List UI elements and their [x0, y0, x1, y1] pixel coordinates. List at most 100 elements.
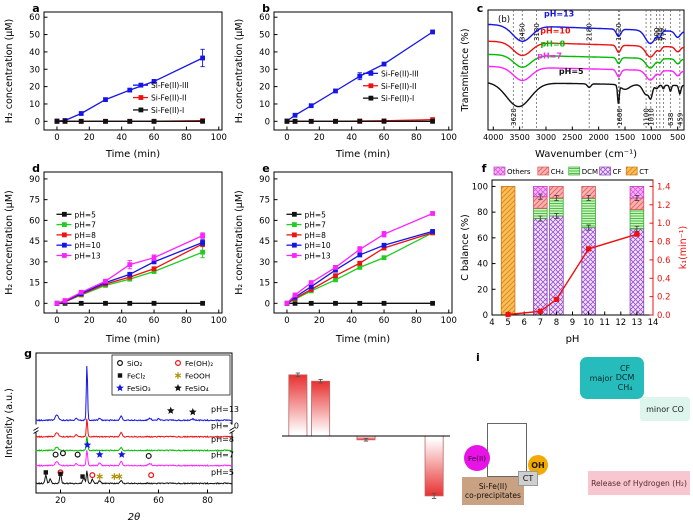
- svg-text:80: 80: [202, 496, 213, 506]
- svg-text:30: 30: [259, 65, 270, 75]
- chart-d: 0 20 40 60 80 100 0 15 30 45 60 75 90 Time (min) H₂ co…: [4, 162, 227, 345]
- major-product-ch4: CH₄: [617, 382, 633, 392]
- xrd-pH=8: pH=8: [35, 435, 234, 452]
- svg-text:60: 60: [259, 13, 270, 23]
- svg-text:e: e: [262, 162, 269, 175]
- chart-e: 0 20 40 60 80 100 0 15 30 45 60 75 90 Time (min) H₂ co…: [234, 162, 457, 345]
- coprecipitate-line2: co-precipitates: [465, 491, 521, 500]
- legend: Si-Fe(II)-III Si-Fe(II)-II Si-Fe(II)-I: [363, 69, 419, 103]
- svg-text:Time (min): Time (min): [335, 334, 390, 345]
- spectrum-pH=7: pH=7: [488, 52, 685, 82]
- svg-text:FeCl₂: FeCl₂: [127, 372, 145, 381]
- svg-text:5: 5: [505, 318, 510, 328]
- svg-text:4000: 4000: [483, 133, 503, 142]
- svg-text:1600: 1600: [616, 108, 624, 126]
- ct-box: CT: [518, 471, 538, 486]
- svg-text:pH=7: pH=7: [537, 52, 562, 61]
- svg-text:20: 20: [314, 316, 325, 326]
- svg-text:6: 6: [521, 318, 526, 328]
- svg-text:1.4: 1.4: [657, 182, 671, 192]
- svg-text:60: 60: [259, 216, 270, 226]
- svg-text:pH=7: pH=7: [304, 221, 326, 230]
- svg-text:638: 638: [667, 113, 675, 126]
- svg-text:pH=7: pH=7: [74, 221, 96, 230]
- bar-pH-10: [581, 186, 596, 316]
- svg-text:40: 40: [104, 496, 115, 506]
- svg-text:40: 40: [29, 48, 40, 58]
- svg-text:b: b: [262, 2, 270, 15]
- bar-pH-5: [500, 186, 516, 316]
- panel-h: [242, 347, 460, 523]
- legend: Si-Fe(II)-III Si-Fe(II)-II Si-Fe(II)-I: [133, 81, 189, 115]
- svg-text:Si-Fe(II)-III: Si-Fe(II)-III: [151, 81, 189, 90]
- series-pH=5: [54, 300, 205, 306]
- svg-text:FeSiO₃: FeSiO₃: [127, 384, 151, 393]
- svg-text:2180: 2180: [586, 23, 594, 41]
- panel-b: 0 20 40 60 80 100 0 10 20 30 40 50 60 Time (min) H₂ co…: [232, 2, 460, 164]
- svg-text:Time (min): Time (min): [335, 149, 390, 160]
- svg-text:80: 80: [477, 208, 488, 218]
- svg-text:DCM: DCM: [582, 168, 598, 176]
- svg-text:500: 500: [670, 133, 685, 142]
- svg-text:90: 90: [259, 175, 270, 185]
- svg-text:3500: 3500: [509, 133, 529, 142]
- svg-text:40: 40: [259, 48, 270, 58]
- svg-text:pH=5: pH=5: [74, 210, 96, 219]
- svg-text:pH=5: pH=5: [304, 210, 326, 219]
- k1-line: [505, 231, 640, 318]
- svg-text:20: 20: [29, 83, 40, 93]
- svg-text:0.2: 0.2: [657, 293, 671, 303]
- svg-text:Time (min): Time (min): [105, 149, 160, 160]
- svg-text:20: 20: [259, 83, 270, 93]
- svg-text:H₂ concentration (μM): H₂ concentration (μM): [234, 19, 245, 123]
- svg-text:14: 14: [648, 318, 659, 328]
- svg-text:pH=13: pH=13: [304, 251, 330, 260]
- svg-text:0: 0: [54, 133, 59, 143]
- panel-e: 0 20 40 60 80 100 0 15 30 45 60 75 90 Time (min) H₂ co…: [232, 162, 460, 349]
- spectrum-pH=5: pH=5: [487, 67, 684, 108]
- svg-text:100: 100: [441, 133, 457, 143]
- svg-text:pH=10: pH=10: [74, 241, 100, 250]
- chart-c: 4000 3500 3000 2500 2000 1500 1000 500 Wavenumbe…: [460, 2, 685, 160]
- svg-text:11: 11: [599, 318, 610, 328]
- svg-text:g: g: [24, 347, 32, 360]
- series-pH=13: [284, 211, 435, 306]
- major-label: major: [589, 373, 613, 383]
- svg-text:60: 60: [153, 496, 164, 506]
- chart-a: 0 20 40 60 80 100 0 10 20 30 40 50 60 Time (min) H₂ co…: [4, 2, 227, 160]
- svg-text:0: 0: [54, 316, 59, 326]
- svg-text:Transmitance (%): Transmitance (%): [460, 28, 471, 112]
- reactor-outline: [487, 423, 527, 477]
- svg-text:40: 40: [116, 316, 127, 326]
- svg-text:20: 20: [84, 316, 95, 326]
- legend: Others CH₄ DCM CF CT: [493, 166, 649, 176]
- xrd-pH=7: pH=7: [35, 450, 234, 467]
- svg-text:a: a: [32, 2, 39, 15]
- svg-text:c: c: [477, 2, 484, 15]
- svg-text:10: 10: [259, 100, 270, 110]
- svg-text:Wavenumber (cm⁻¹): Wavenumber (cm⁻¹): [535, 149, 637, 160]
- chart-f: 4 5 6 7 8 9 10 11 12 13 14 0 20 40 60 80 100 pH C balance …: [460, 162, 689, 345]
- svg-text:0.6: 0.6: [657, 256, 671, 266]
- svg-text:40: 40: [477, 260, 488, 270]
- svg-text:75: 75: [29, 196, 40, 206]
- svg-text:1500: 1500: [615, 133, 635, 142]
- svg-text:0.8: 0.8: [657, 238, 671, 248]
- svg-text:80: 80: [411, 133, 422, 143]
- svg-text:pH=13: pH=13: [544, 10, 574, 19]
- svg-text:Time (min): Time (min): [105, 334, 160, 345]
- svg-text:SiO₂: SiO₂: [127, 359, 142, 368]
- svg-text:C balance (%): C balance (%): [460, 214, 471, 281]
- svg-text:60: 60: [29, 216, 40, 226]
- svg-text:pH=10: pH=10: [304, 241, 330, 250]
- panel-g: 20 40 60 80 2θ Intensity (a.u.) g pH=5 pH=7 pH=8 p…: [2, 347, 240, 523]
- svg-text:0: 0: [284, 316, 289, 326]
- svg-text:Si-Fe(II)-I: Si-Fe(II)-I: [381, 94, 414, 103]
- svg-text:100: 100: [441, 316, 457, 326]
- svg-text:pH=8: pH=8: [74, 231, 96, 240]
- svg-text:2000: 2000: [588, 133, 608, 142]
- svg-text:3450: 3450: [519, 23, 527, 41]
